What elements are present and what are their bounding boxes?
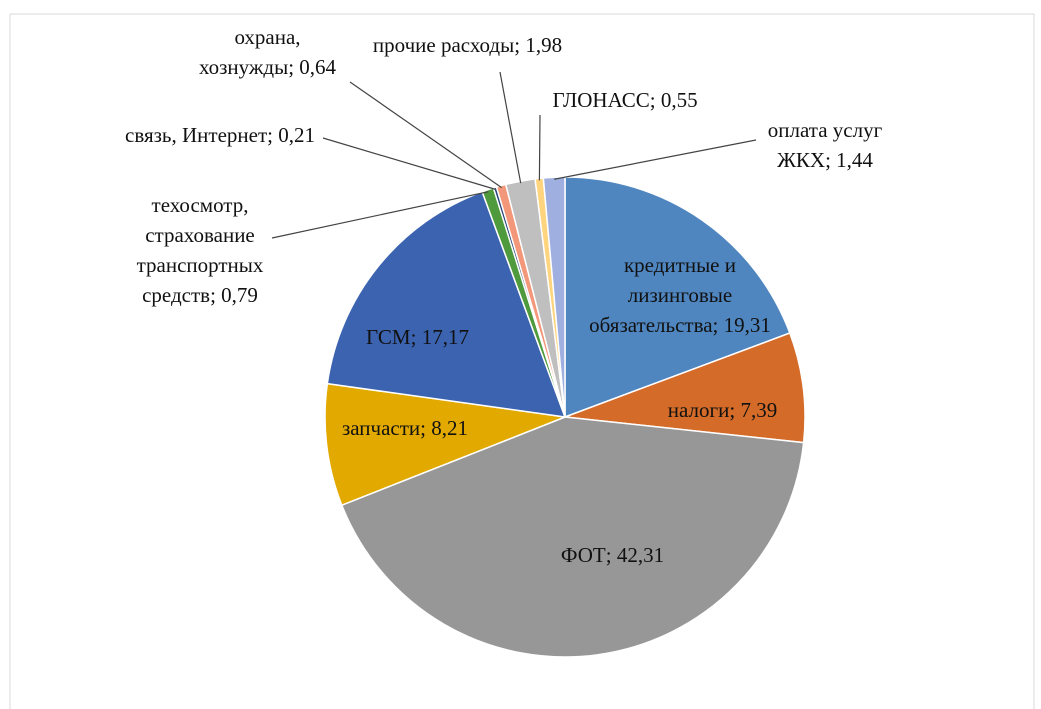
data-label: налоги; 7,39 xyxy=(640,395,805,425)
value-label: 0,64 xyxy=(299,55,337,79)
value-label: 0,21 xyxy=(278,123,315,147)
leader-line xyxy=(499,71,522,184)
value-label: 0,55 xyxy=(660,88,698,112)
label-separator: ; xyxy=(649,88,661,112)
data-label: кредитные и лизинговые обязательства; 19… xyxy=(585,250,775,340)
pie-slice xyxy=(326,190,567,418)
leader-line xyxy=(322,137,496,190)
pie-slice xyxy=(564,332,806,444)
pie-slice xyxy=(324,382,568,507)
category-name: ФОТ xyxy=(560,543,606,567)
data-label: ГЛОНАСС; 0,55 xyxy=(515,85,735,115)
label-separator: ; xyxy=(825,148,837,172)
leader-line xyxy=(538,114,541,181)
category-name: охрана, хознужды xyxy=(198,25,301,79)
leader-line xyxy=(349,81,502,189)
pie-slice xyxy=(340,416,805,658)
data-label: запчасти; 8,21 xyxy=(320,413,490,443)
category-name: налоги xyxy=(667,398,730,422)
label-separator: ; xyxy=(267,123,279,147)
data-label: оплата услуг ЖКХ; 1,44 xyxy=(750,115,900,175)
label-separator: ; xyxy=(410,325,422,349)
data-label: техосмотр, страхование транспортных сред… xyxy=(125,190,275,310)
category-name: связь, Интернет xyxy=(125,123,268,147)
leader-line xyxy=(554,139,757,180)
value-label: 8,21 xyxy=(431,416,469,440)
label-separator: ; xyxy=(210,283,222,307)
value-label: 0,79 xyxy=(221,283,258,307)
category-name: кредитные и лизинговые обязательства xyxy=(589,253,736,337)
leader-line xyxy=(271,191,489,239)
data-label: ФОТ; 42,31 xyxy=(510,540,715,570)
category-name: ГЛОНАСС xyxy=(552,88,650,112)
data-label: ГСМ; 17,17 xyxy=(335,322,500,352)
data-label: прочие расходы; 1,98 xyxy=(370,30,565,60)
category-name: прочие расходы xyxy=(372,33,515,57)
label-separator: ; xyxy=(712,313,724,337)
data-label: охрана, хознужды; 0,64 xyxy=(185,22,350,82)
label-separator: ; xyxy=(605,543,617,567)
label-separator: ; xyxy=(729,398,741,422)
value-label: 7,39 xyxy=(740,398,778,422)
label-separator: ; xyxy=(514,33,526,57)
label-separator: ; xyxy=(420,416,432,440)
pie-slice xyxy=(564,176,791,419)
data-label: связь, Интернет; 0,21 xyxy=(120,120,320,150)
category-name: техосмотр, страхование транспортных сред… xyxy=(136,193,264,307)
value-label: 1,98 xyxy=(525,33,563,57)
value-label: 1,44 xyxy=(836,148,873,172)
value-label: 42,31 xyxy=(616,543,665,567)
category-name: оплата услуг ЖКХ xyxy=(767,118,883,172)
category-name: запчасти xyxy=(341,416,421,440)
value-label: 19,31 xyxy=(723,313,771,337)
value-label: 17,17 xyxy=(421,325,469,349)
category-name: ГСМ xyxy=(366,325,411,349)
chart-frame xyxy=(9,13,1035,709)
label-separator: ; xyxy=(288,55,300,79)
